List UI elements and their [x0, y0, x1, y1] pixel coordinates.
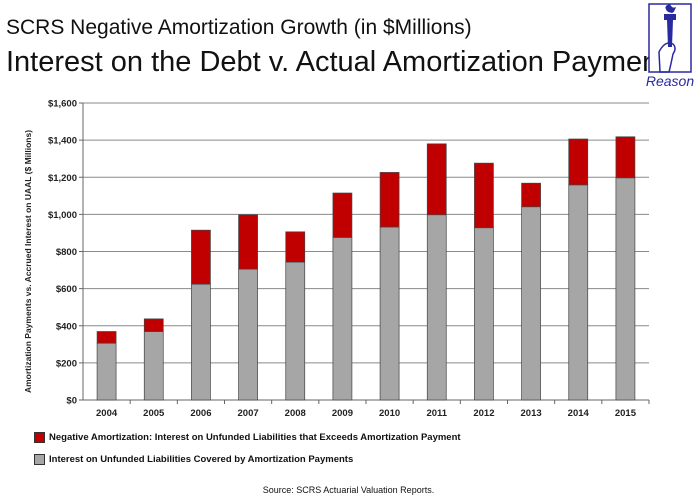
bar-covered-interest — [96, 342, 117, 401]
bar-negative-amortization — [332, 192, 353, 238]
y-tick-label: $800 — [56, 247, 77, 258]
bar-negative-amortization — [238, 214, 258, 270]
bar-negative-amortization — [285, 231, 306, 263]
slide-subtitle: Interest on the Debt v. Actual Amortizat… — [6, 46, 681, 78]
legend-swatch-gray — [34, 454, 45, 465]
x-tick-label: 2007 — [238, 408, 259, 419]
y-tick-label: $1,200 — [48, 173, 77, 184]
bar-covered-interest — [143, 331, 164, 401]
legend-item-negative-amortization: Negative Amortization: Interest on Unfun… — [34, 432, 461, 443]
x-tick-label: 2015 — [615, 408, 637, 419]
x-tick-label: 2006 — [190, 408, 211, 419]
source-note: Source: SCRS Actuarial Valuation Reports… — [262, 485, 435, 495]
slide-title: SCRS Negative Amortization Growth (in $M… — [6, 16, 472, 39]
bar-covered-interest — [568, 184, 589, 401]
y-tick-label: $200 — [56, 358, 77, 369]
x-tick-label: 2004 — [96, 408, 118, 419]
x-tick-label: 2005 — [143, 408, 165, 419]
bar-negative-amortization — [521, 182, 541, 208]
y-tick-label: $600 — [56, 284, 77, 295]
y-tick-label: $400 — [56, 321, 77, 332]
y-tick-label: $0 — [66, 396, 77, 407]
bar-covered-interest — [521, 206, 541, 401]
x-tick-label: 2008 — [285, 408, 306, 419]
bar-covered-interest — [285, 261, 306, 401]
y-axis-label: Amortization Payments vs. Accrued Intere… — [23, 130, 33, 393]
bar-covered-interest — [238, 268, 258, 401]
bar-negative-amortization — [379, 172, 400, 228]
x-tick-label: 2010 — [379, 408, 400, 419]
reason-logo: Reason — [646, 2, 694, 92]
bar-negative-amortization — [615, 136, 636, 179]
bar-covered-interest — [332, 237, 353, 401]
bar-negative-amortization — [426, 143, 447, 216]
bar-negative-amortization — [568, 138, 589, 186]
x-tick-label: 2012 — [473, 408, 494, 419]
logo-text: Reason — [646, 73, 694, 89]
y-tick-label: $1,600 — [48, 99, 77, 110]
legend-swatch-red — [34, 432, 45, 443]
bar-covered-interest — [379, 226, 400, 401]
bar-covered-interest — [191, 283, 211, 401]
y-tick-label: $1,400 — [48, 136, 77, 147]
bar-negative-amortization — [191, 229, 211, 285]
x-tick-label: 2013 — [521, 408, 542, 419]
stacked-bar-chart: $0 $200 $400 $600 $800 $1,000 $1,200 $1,400 $1,6… — [23, 99, 650, 419]
bar-covered-interest — [615, 177, 636, 401]
bar-covered-interest — [474, 227, 494, 401]
legend-label: Negative Amortization: Interest on Unfun… — [49, 432, 461, 443]
x-tick-label: 2011 — [426, 408, 447, 419]
y-tick-label: $1,000 — [48, 210, 77, 221]
bar-covered-interest — [426, 214, 447, 401]
bar-negative-amortization — [143, 318, 164, 332]
legend-item-covered-interest: Interest on Unfunded Liabilities Covered… — [34, 454, 353, 465]
legend-label: Interest on Unfunded Liabilities Covered… — [49, 454, 354, 465]
bar-negative-amortization — [474, 162, 494, 229]
x-tick-label: 2009 — [332, 408, 353, 419]
bar-negative-amortization — [96, 331, 117, 344]
x-tick-label: 2014 — [568, 408, 590, 419]
